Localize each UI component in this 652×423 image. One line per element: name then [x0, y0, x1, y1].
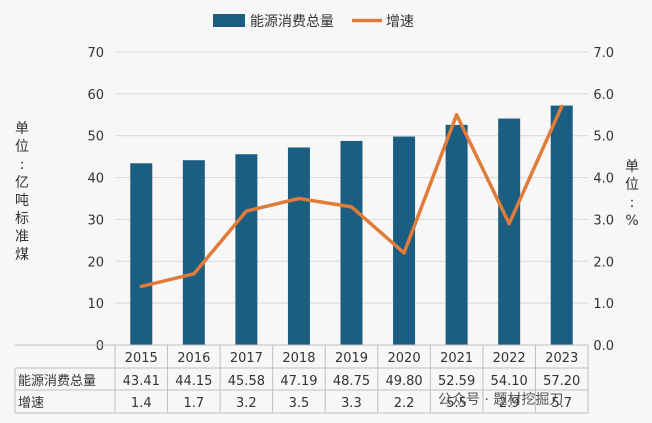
data-label: 2.9	[499, 396, 520, 411]
bar	[445, 124, 468, 345]
watermark: 公众号 · 题材挖掘刀	[438, 392, 564, 408]
category-label: 2022	[493, 351, 526, 366]
right-axis-title: 单位:%	[625, 159, 639, 229]
category-label: 2023	[545, 351, 578, 366]
table-row-header: 增速	[18, 396, 44, 411]
left-tick-label: 70	[87, 46, 104, 61]
left-tick-label: 30	[87, 213, 104, 228]
legend-label: 增速	[386, 14, 414, 30]
data-label: 57.20	[543, 374, 580, 389]
data-label: 3.2	[236, 396, 257, 411]
data-label: 48.75	[333, 374, 370, 389]
line-point	[297, 197, 301, 200]
line-point	[350, 205, 353, 209]
bar	[340, 140, 363, 345]
line-point	[402, 251, 406, 255]
right-tick-label: 4.0	[593, 172, 614, 187]
bar	[287, 147, 310, 345]
bar	[235, 154, 258, 345]
left-tick-label: 0	[96, 339, 104, 354]
data-label: 1.4	[131, 396, 152, 411]
legend-swatch	[213, 14, 245, 27]
data-label: 49.80	[385, 374, 422, 389]
category-label: 2021	[440, 351, 473, 366]
bar	[550, 105, 573, 345]
category-label: 2015	[125, 351, 158, 366]
table-row-header: 能源消费总量	[18, 374, 96, 389]
left-tick-label: 60	[87, 88, 104, 103]
legend-label: 能源消费总量	[250, 14, 334, 30]
left-tick-label: 20	[87, 255, 104, 270]
line-point	[139, 284, 143, 288]
left-tick-label: 40	[87, 172, 104, 187]
line-point	[192, 272, 196, 276]
data-label: 5.5	[446, 396, 467, 411]
category-label: 2019	[335, 351, 368, 366]
data-label: 5.7	[551, 396, 572, 411]
right-tick-label: 0.0	[593, 339, 614, 354]
data-label: 47.19	[280, 374, 317, 389]
data-label: 2.2	[394, 396, 415, 411]
right-tick-label: 1.0	[593, 297, 614, 312]
left-tick-label: 50	[87, 130, 104, 145]
bar	[130, 163, 153, 345]
right-tick-label: 3.0	[593, 213, 614, 228]
left-axis-title: 单位:亿吨标准煤	[15, 121, 29, 263]
line-point	[455, 113, 459, 117]
line-point	[507, 222, 511, 226]
right-tick-label: 2.0	[593, 255, 614, 270]
right-tick-label: 7.0	[593, 46, 614, 61]
category-label: 2018	[282, 351, 315, 366]
bar	[498, 118, 521, 345]
right-tick-label: 5.0	[593, 130, 614, 145]
data-label: 52.59	[438, 374, 475, 389]
right-tick-label: 6.0	[593, 88, 614, 103]
data-label: 3.3	[341, 396, 362, 411]
data-label: 3.5	[289, 396, 310, 411]
bar	[393, 136, 416, 345]
data-label: 45.58	[228, 374, 265, 389]
left-tick-label: 10	[87, 297, 104, 312]
line-point	[560, 104, 564, 108]
bar	[182, 160, 205, 345]
data-label: 43.41	[123, 374, 160, 389]
category-label: 2020	[388, 351, 421, 366]
data-label: 54.10	[491, 374, 528, 389]
category-label: 2017	[230, 351, 263, 366]
data-label: 44.15	[175, 374, 212, 389]
data-label: 1.7	[183, 396, 204, 411]
category-label: 2016	[177, 351, 210, 366]
line-point	[244, 209, 248, 213]
